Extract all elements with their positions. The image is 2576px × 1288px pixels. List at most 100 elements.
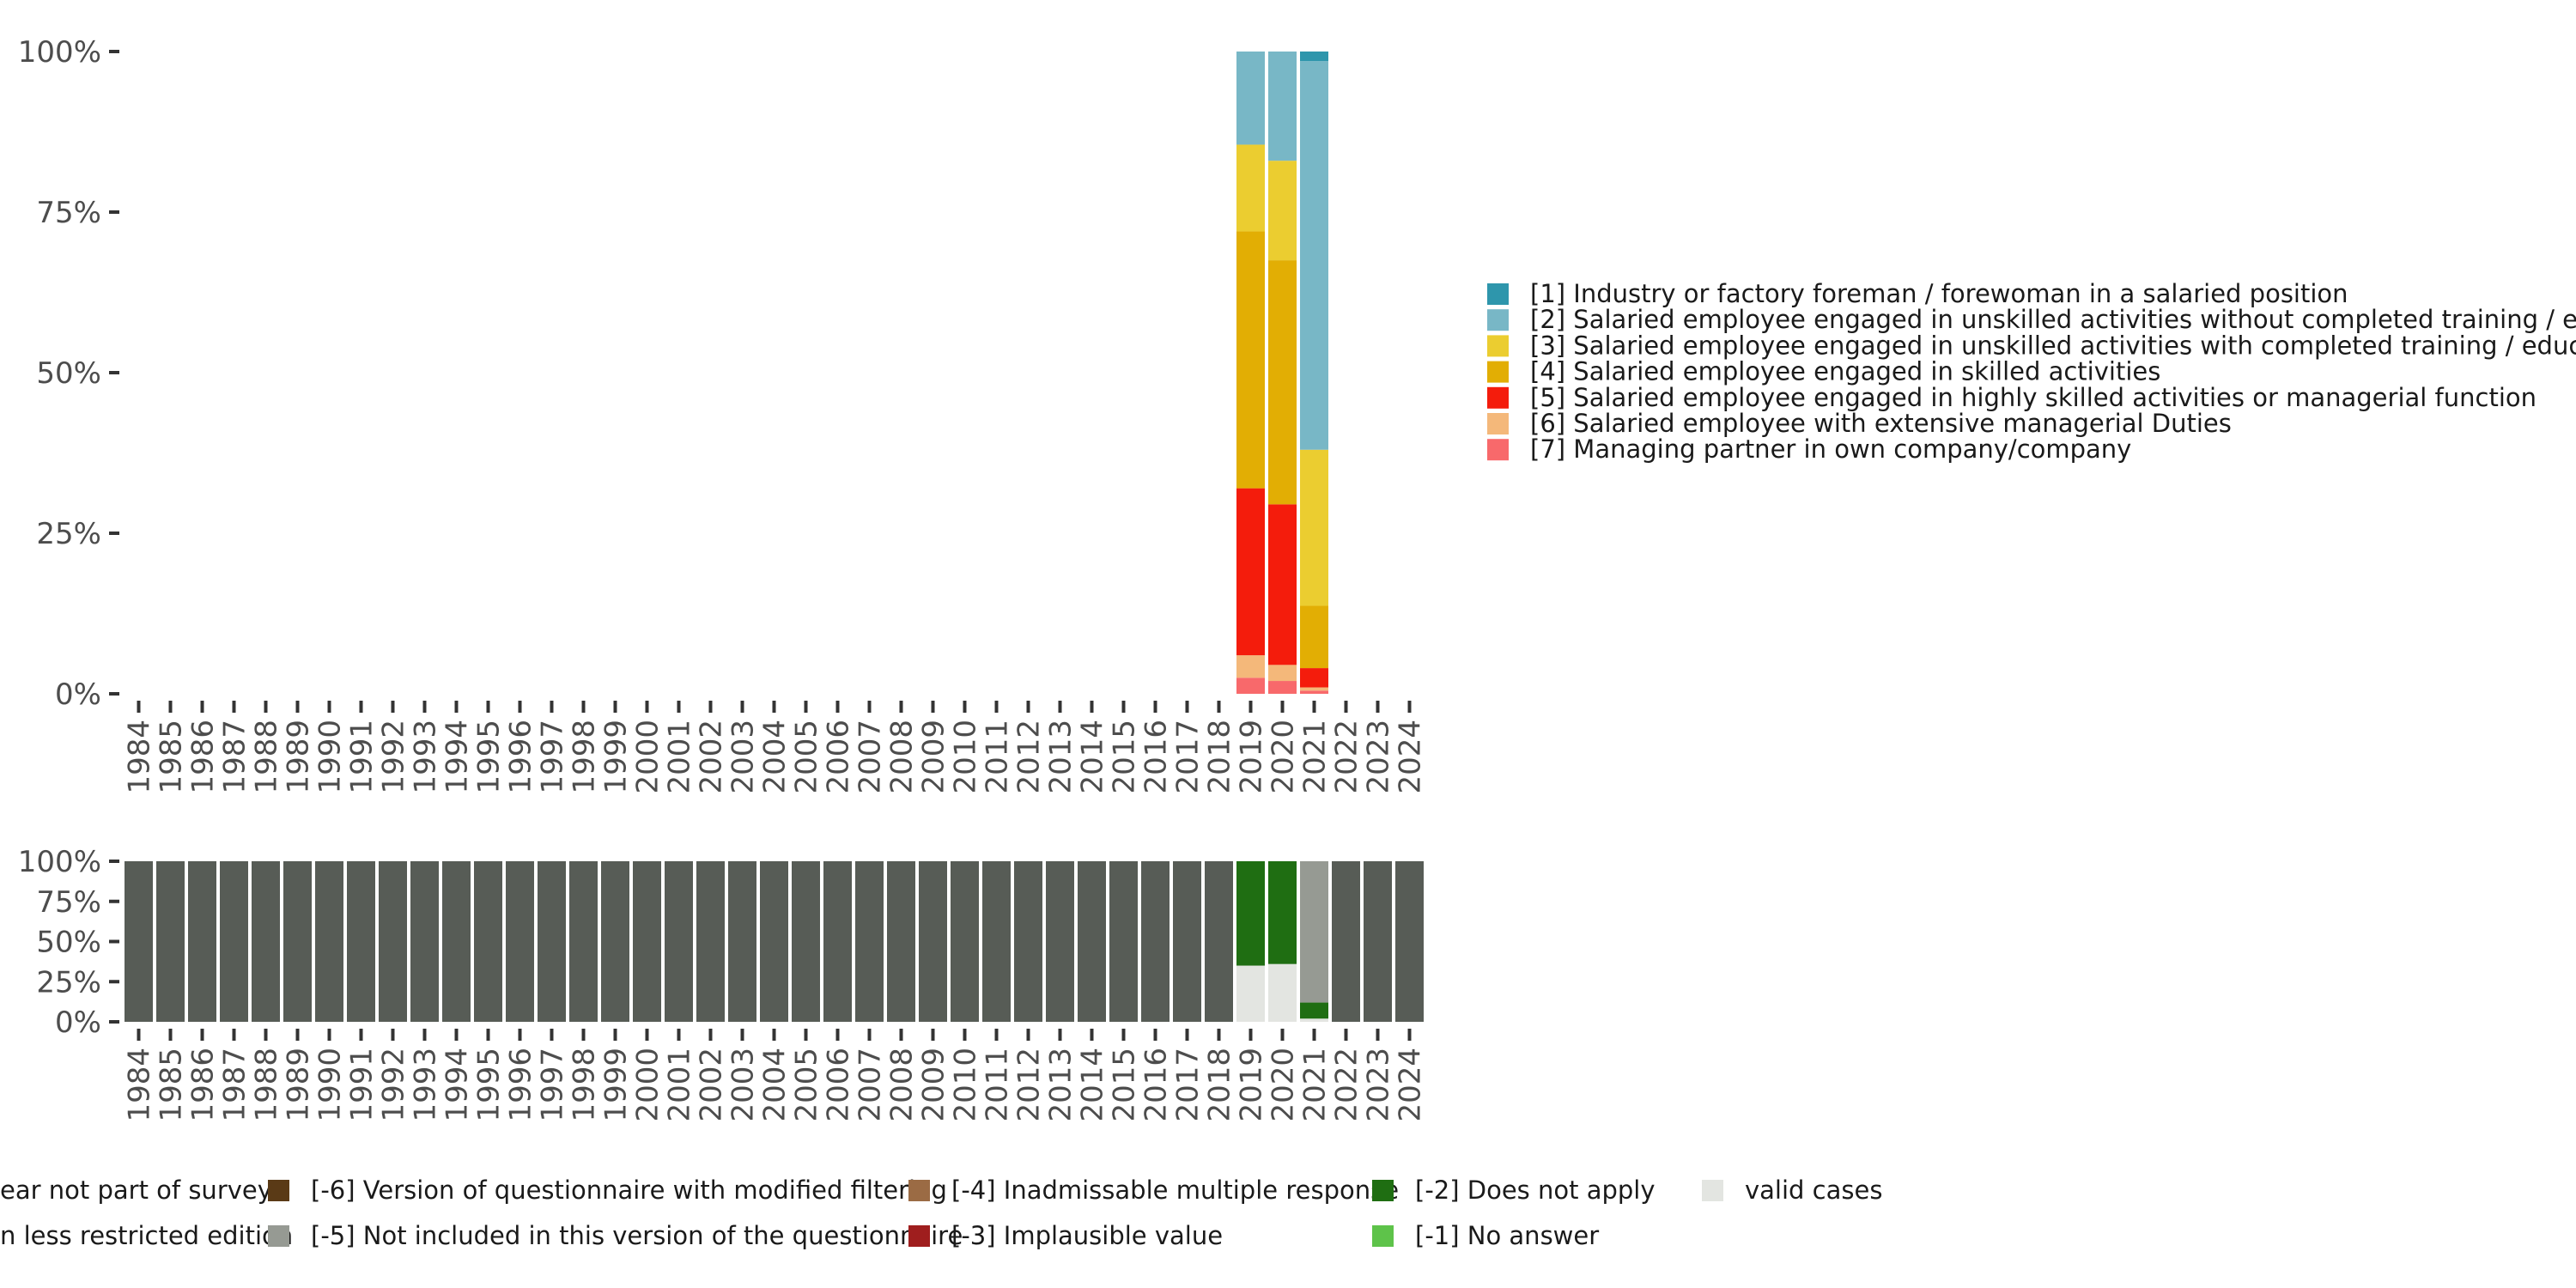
x-tick-label: 1990 [313,1048,348,1122]
bar-segment [855,861,884,1022]
legend-swatch [268,1180,289,1201]
x-tick-label: 2021 [1298,720,1333,794]
bar-segment [1268,161,1297,261]
x-tick-label: 1989 [282,1048,316,1122]
legend-swatch [1372,1180,1394,1201]
bar-segment [1078,861,1106,1022]
x-tick-label: 2000 [631,720,665,794]
bar-segment [728,861,756,1022]
x-tick-label: 1984 [123,720,157,794]
x-tick-label: 2019 [1235,1048,1269,1122]
legend-swatch [1702,1180,1723,1201]
legend-swatch [1487,283,1509,305]
bar-segment [1300,690,1328,694]
x-tick-label: 2018 [1203,720,1237,794]
bar-segment [1236,231,1265,489]
x-tick-label: 2006 [822,1048,856,1122]
x-tick-label: 1991 [345,1048,380,1122]
bar-segment [1236,655,1265,678]
bar-segment [1395,861,1424,1022]
bar-segment [823,861,852,1022]
y-tick-label: 0% [55,1005,101,1040]
x-tick-label: 2012 [1012,1048,1047,1122]
bar-segment [1268,52,1297,161]
bar-segment [1268,963,1297,1022]
bar-segment [1300,668,1328,688]
x-tick-label: 2023 [1362,720,1396,794]
bar-segment [1268,260,1297,505]
x-tick-label: 2024 [1394,720,1428,794]
x-tick-label: 1987 [218,720,252,794]
legend-label: [5] Salaried employee engaged in highly … [1530,383,2537,412]
x-tick-label: 2014 [1076,1048,1110,1122]
x-tick-label: 2008 [885,1048,920,1122]
x-tick-label: 2023 [1362,1048,1396,1122]
bar-segment [982,861,1011,1022]
y-tick-label: 75% [36,885,101,920]
bar-segment [220,861,248,1022]
x-tick-label: 2018 [1203,1048,1237,1122]
bar-segment [410,861,439,1022]
bar-segment [1109,861,1138,1022]
bar-segment [919,861,947,1022]
bar-segment [1236,861,1265,966]
bar-segment [1268,861,1297,964]
bar-segment [1300,687,1328,691]
x-tick-label: 2021 [1298,1048,1333,1122]
x-tick-label: 2013 [1044,1048,1078,1122]
x-tick-label: 2002 [695,720,729,794]
y-tick-label: 25% [36,517,101,551]
bar-segment [792,861,820,1022]
bar-segment [633,861,661,1022]
legend-swatch [1487,361,1509,383]
x-tick-label: 1997 [536,1048,570,1122]
x-tick-label: 2010 [949,1048,983,1122]
legend-swatch [1372,1225,1394,1247]
x-tick-label: 2009 [917,1048,951,1122]
x-tick-label: 2016 [1139,1048,1174,1122]
x-tick-label: 2016 [1139,720,1174,794]
x-tick-label: 1984 [123,1048,157,1122]
x-tick-label: 1991 [345,720,380,794]
x-tick-label: 2013 [1044,720,1078,794]
x-tick-label: 1995 [472,1048,507,1122]
bar-segment [1300,1018,1328,1022]
bar-segment [887,861,915,1022]
x-tick-label: 1999 [599,720,634,794]
bar-segment [188,861,216,1022]
y-tick-label: 25% [36,965,101,999]
x-tick-label: 1989 [282,720,316,794]
x-tick-label: 2012 [1012,720,1047,794]
x-tick-label: 2017 [1171,1048,1206,1122]
x-tick-label: 1985 [155,1048,189,1122]
x-tick-label: 1985 [155,720,189,794]
x-tick-label: 1992 [377,720,411,794]
x-tick-label: 2011 [981,1048,1015,1122]
x-tick-label: 2006 [822,720,856,794]
bar-segment [252,861,280,1022]
x-tick-label: 2008 [885,720,920,794]
y-tick-label: 75% [36,196,101,230]
x-tick-label: 2003 [726,720,761,794]
x-tick-label: 2011 [981,720,1015,794]
legend-swatch [268,1225,289,1247]
bar-segment [760,861,788,1022]
bar-segment [1173,861,1201,1022]
y-tick-label: 50% [36,356,101,391]
y-tick-label: 0% [55,677,101,712]
bar-segment [569,861,598,1022]
bar-segment [506,861,534,1022]
x-tick-label: 1996 [504,1048,538,1122]
x-tick-label: 2001 [663,1048,697,1122]
legend-label: [7] Managing partner in own company/comp… [1530,434,2131,464]
legend-swatch [1487,386,1509,409]
bar-segment [601,861,629,1022]
x-tick-label: 2004 [758,1048,793,1122]
top-legend: [1] Industry or factory foreman / forewo… [1487,279,2576,464]
x-tick-label: 1988 [250,720,284,794]
x-tick-label: 2020 [1267,720,1301,794]
legend-label: n less restricted edition [0,1221,293,1250]
bar-segment [1300,605,1328,669]
bar-segment [665,861,693,1022]
legend-label: [4] Salaried employee engaged in skilled… [1530,357,2160,386]
